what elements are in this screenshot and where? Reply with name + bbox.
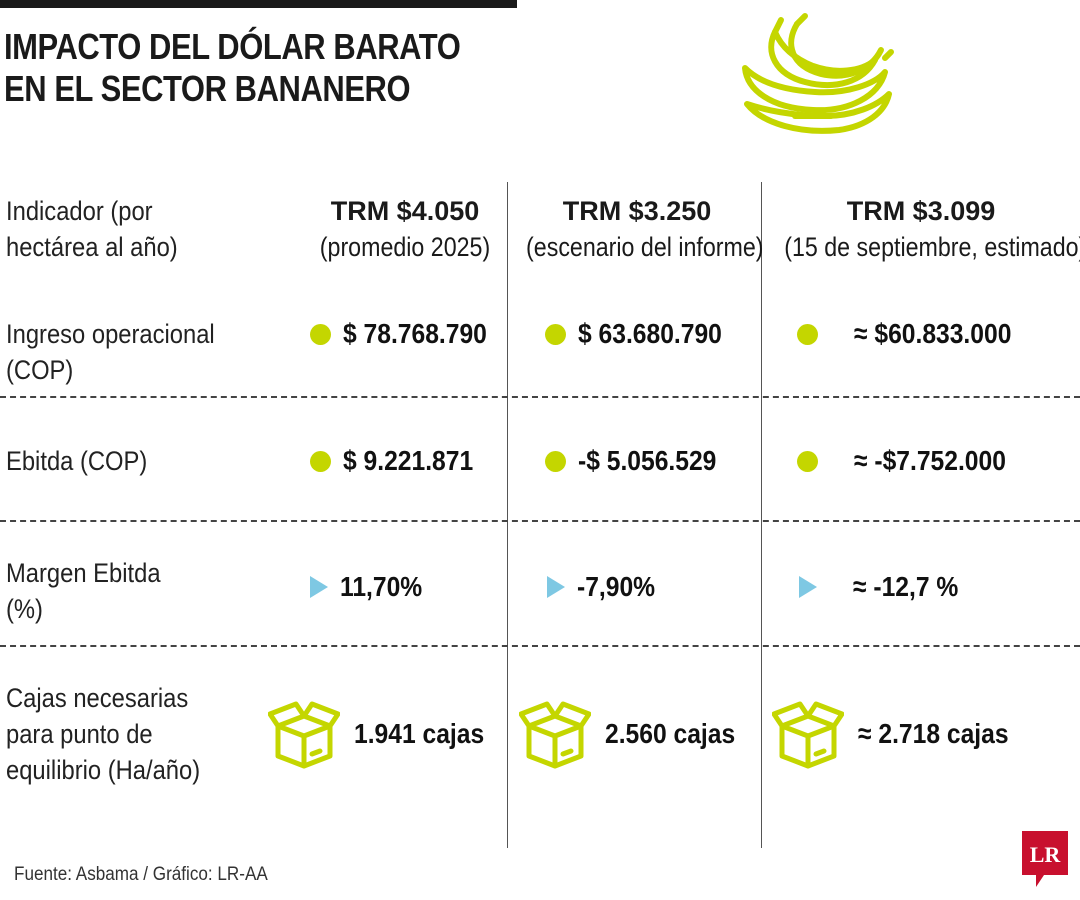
circle-bullet-icon — [797, 323, 818, 345]
banana-bunch-icon — [742, 13, 894, 134]
row-label-line: equilibrio (Ha/año) — [6, 755, 201, 785]
page-title: IMPACTO DEL DÓLAR BARATO EN EL SECTOR BA… — [4, 26, 461, 110]
indicator-header-line-2: hectárea al año) — [6, 232, 178, 262]
margen-value-1: 11,70% — [310, 567, 433, 607]
ebitda-value-2: -$ 5.056.529 — [545, 441, 735, 481]
triangle-arrow-icon — [547, 576, 565, 598]
value-text: ≈ 2.718 cajas — [858, 718, 1009, 749]
cajas-value-2: 2.560 cajas — [519, 696, 753, 772]
row-label-line: Cajas necesarias — [6, 683, 189, 713]
row-label-line: Margen Ebitda — [6, 558, 161, 588]
value-text: -7,90% — [577, 571, 656, 602]
ingreso-value-2: $ 63.680.790 — [545, 314, 742, 354]
title-line-2: EN EL SECTOR BANANERO — [4, 68, 411, 109]
value-text: 11,70% — [340, 571, 423, 602]
cajas-value-3: ≈ 2.718 cajas — [772, 696, 1029, 772]
ebitda-value-3: ≈ -$7.752.000 — [797, 441, 1027, 481]
ingreso-value-3: ≈ $60.833.000 — [797, 314, 1033, 354]
top-rule — [0, 0, 517, 8]
row-label-ebitda: Ebitda (COP) — [6, 443, 147, 479]
circle-bullet-icon — [310, 450, 331, 472]
column-title: TRM $4.050 — [330, 196, 480, 226]
row-label-line: (%) — [6, 594, 43, 624]
circle-bullet-icon — [310, 323, 331, 345]
margen-value-3: ≈ -12,7 % — [799, 567, 973, 607]
value-text: $ 9.221.871 — [343, 445, 474, 476]
column-subtitle: (15 de septiembre, estimado) — [784, 232, 1080, 262]
column-header-2: TRM $3.250 (escenario del informe) — [508, 193, 766, 265]
row-divider-3 — [0, 645, 1080, 647]
row-label-line: (COP) — [6, 355, 74, 385]
indicator-header-line-1: Indicador (por — [6, 196, 153, 226]
ingreso-value-1: $ 78.768.790 — [310, 314, 507, 354]
open-box-icon — [519, 701, 591, 769]
triangle-arrow-icon — [799, 576, 817, 598]
row-label-margen: Margen Ebitda (%) — [6, 555, 161, 627]
margen-value-2: -7,90% — [547, 567, 666, 607]
value-text: ≈ $60.833.000 — [854, 318, 1012, 349]
column-divider-1 — [507, 182, 508, 848]
row-label-cajas: Cajas necesarias para punto de equilibri… — [6, 680, 200, 788]
column-header-1: TRM $4.050 (promedio 2025) — [300, 193, 510, 265]
row-label-line: para punto de — [6, 719, 153, 749]
column-header-3: TRM $3.099 (15 de septiembre, estimado) — [762, 193, 1080, 265]
open-box-icon — [268, 701, 340, 769]
circle-bullet-icon — [797, 450, 818, 472]
value-text: $ 63.680.790 — [578, 318, 722, 349]
row-label-line: Ebitda (COP) — [6, 446, 148, 476]
value-text: 2.560 cajas — [605, 718, 736, 749]
row-label-ingreso: Ingreso operacional (COP) — [6, 316, 215, 388]
value-text: 1.941 cajas — [354, 718, 485, 749]
value-text: -$ 5.056.529 — [578, 445, 717, 476]
circle-bullet-icon — [545, 450, 566, 472]
svg-text:LR: LR — [1030, 842, 1062, 867]
value-text: $ 78.768.790 — [343, 318, 487, 349]
cajas-value-1: 1.941 cajas — [268, 696, 502, 772]
lr-logo: LR — [1022, 831, 1068, 887]
column-divider-2 — [761, 182, 762, 848]
column-subtitle: (promedio 2025) — [319, 232, 491, 262]
row-divider-1 — [0, 396, 1080, 398]
row-divider-2 — [0, 520, 1080, 522]
value-text: ≈ -$7.752.000 — [854, 445, 1006, 476]
column-subtitle: (escenario del informe) — [526, 232, 764, 262]
title-line-1: IMPACTO DEL DÓLAR BARATO — [4, 26, 461, 67]
circle-bullet-icon — [545, 323, 566, 345]
value-text: ≈ -12,7 % — [853, 571, 959, 602]
ebitda-value-1: $ 9.221.871 — [310, 441, 491, 481]
row-label-line: Ingreso operacional — [6, 319, 215, 349]
open-box-icon — [772, 701, 844, 769]
indicator-header: Indicador (por hectárea al año) — [6, 193, 178, 265]
source-footer: Fuente: Asbama / Gráfico: LR-AA — [14, 864, 268, 885]
column-title: TRM $3.099 — [846, 196, 996, 226]
triangle-arrow-icon — [310, 576, 328, 598]
column-title: TRM $3.250 — [562, 196, 712, 226]
